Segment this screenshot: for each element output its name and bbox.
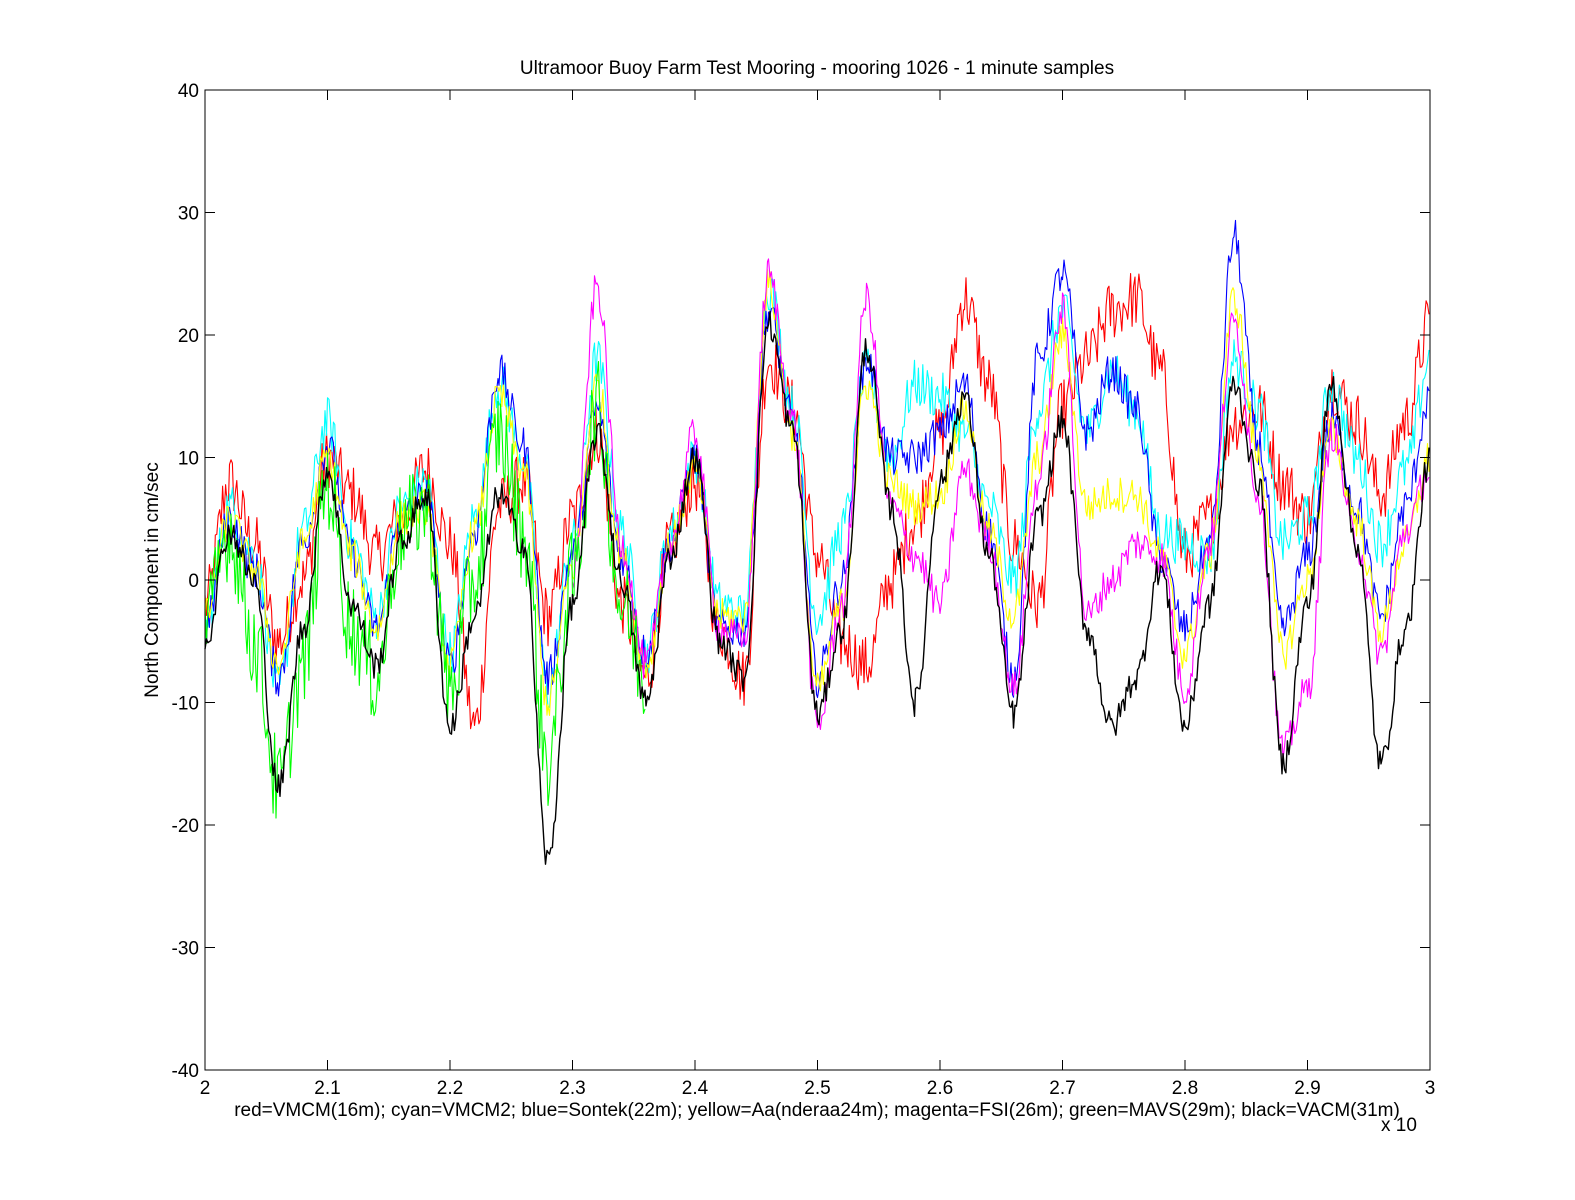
chart-title: Ultramoor Buoy Farm Test Mooring - moori…	[520, 58, 1114, 79]
series-line-5	[204, 360, 646, 819]
x-tick-label: 2.4	[682, 1078, 709, 1099]
plot-area	[205, 90, 1430, 1070]
x-tick-label: 2.5	[804, 1078, 830, 1099]
y-tick-label: 0	[188, 571, 199, 592]
y-axis-label: North Component in cm/sec	[142, 462, 163, 698]
y-tick-label: 30	[178, 204, 199, 225]
series-layer	[204, 219, 1430, 865]
x-axis-label: red=VMCM(16m); cyan=VMCM2; blue=Sontek(2…	[234, 1100, 1400, 1121]
x-tick-label: 3	[1425, 1078, 1436, 1099]
x-axis-exponent: x 10	[1381, 1115, 1417, 1136]
y-tick-label: -20	[172, 816, 199, 837]
y-tick-label: -10	[172, 694, 199, 715]
tick-layer: 2 2.1 2.2 2.3 2.4 2.5 2.6 2.7 2.8 2.9 3 -40 -30 -20 -1…	[172, 81, 1436, 1099]
series-line-6	[204, 310, 1430, 865]
x-tick-label: 2.1	[314, 1078, 340, 1099]
y-tick-label: 40	[178, 81, 199, 102]
y-tick-label: 20	[178, 326, 199, 347]
x-tick-label: 2	[200, 1078, 211, 1099]
x-tick-label: 2.9	[1294, 1078, 1320, 1099]
x-tick-label: 2.3	[559, 1078, 585, 1099]
y-tick-label: 10	[178, 449, 199, 470]
x-tick-label: 2.2	[437, 1078, 463, 1099]
x-tick-label: 2.6	[927, 1078, 953, 1099]
y-tick-label: -30	[172, 939, 199, 960]
x-tick-label: 2.7	[1049, 1078, 1075, 1099]
y-tick-label: -40	[172, 1061, 199, 1082]
x-tick-label: 2.8	[1172, 1078, 1198, 1099]
